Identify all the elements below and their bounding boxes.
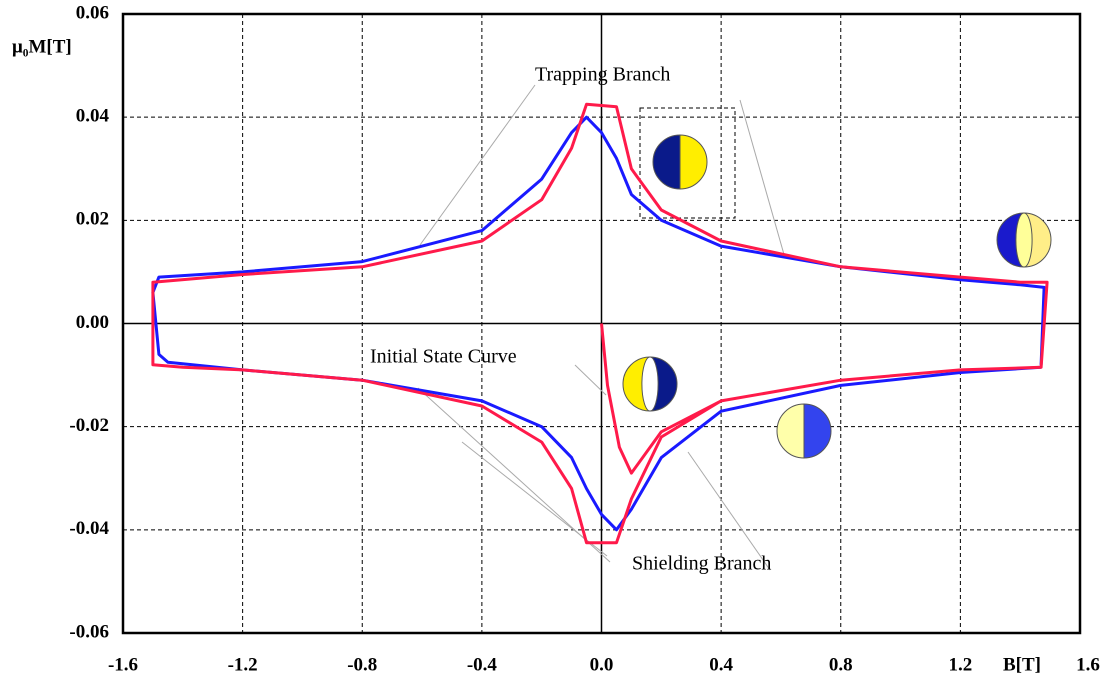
leader-line: [574, 364, 607, 396]
leader-line: [461, 441, 608, 557]
annotation: Trapping Branch: [535, 64, 670, 86]
sample-icon: [652, 134, 681, 190]
y-tick-label: -0.04: [69, 518, 109, 539]
sample-icon: [803, 403, 832, 459]
x-tick-label: -1.2: [228, 654, 258, 675]
data-line: [151, 102, 1049, 545]
y-tick-label: 0.04: [76, 106, 110, 127]
annotation: Initial State Curve: [370, 346, 517, 368]
plot-frame: [121, 12, 1082, 635]
sample-icon: [641, 356, 659, 412]
x-tick-label: 0.8: [829, 654, 853, 675]
x-tick-label: -0.8: [347, 654, 377, 675]
y-tick-label: 0.02: [76, 209, 109, 230]
x-tick-label: -0.4: [467, 654, 498, 675]
sample-icon: [679, 134, 708, 190]
inset-frame: [639, 107, 736, 219]
y-axis-label: μ₀M[T]: [12, 36, 72, 57]
y-tick-label: 0.00: [76, 312, 109, 333]
y-tick-label: 0.06: [76, 2, 109, 23]
x-tick-label: 1.6: [1076, 654, 1100, 675]
leader-line: [739, 99, 786, 259]
x-tick-label: 0.0: [590, 654, 614, 675]
y-tick-label: -0.02: [69, 415, 109, 436]
sample-icon: [1015, 212, 1033, 268]
annotation: Shielding Branch: [632, 553, 771, 575]
x-tick-label: 0.4: [709, 654, 733, 675]
x-tick-label: 1.2: [949, 654, 973, 675]
leader-line: [419, 84, 536, 246]
y-tick-label: -0.06: [69, 621, 109, 642]
x-axis-label: B[T]: [1003, 654, 1041, 675]
sample-icon: [776, 403, 805, 459]
x-tick-label: -1.6: [108, 654, 138, 675]
leader-line: [687, 451, 771, 571]
